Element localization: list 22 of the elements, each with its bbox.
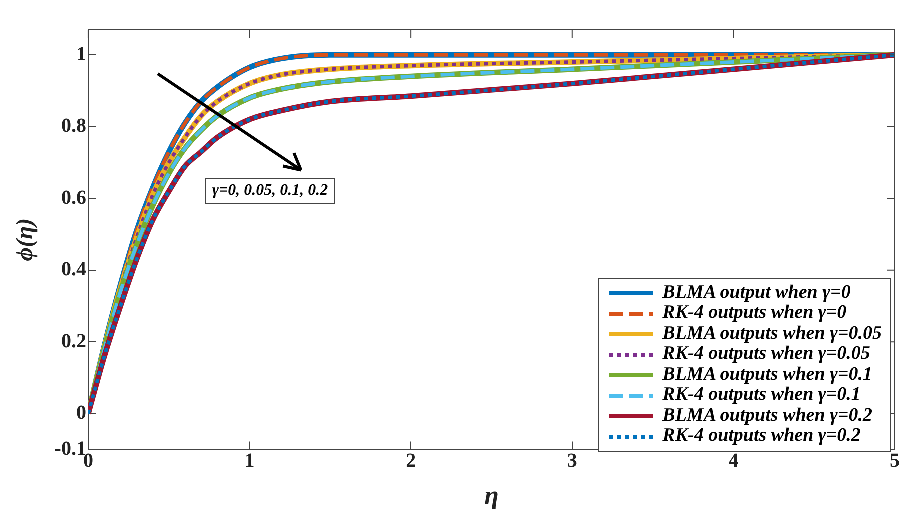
legend-label: RK-4 outputs when γ=0 — [662, 302, 847, 324]
x-tick-label: 1 — [244, 450, 255, 472]
legend-label: BLMA outputs when γ=0.05 — [662, 322, 882, 344]
legend-label: BLMA outputs when γ=0.1 — [662, 364, 872, 386]
annotation: γ=0, 0.05, 0.1, 0.2 — [205, 178, 336, 204]
x-tick-label: 5 — [890, 450, 900, 472]
legend-label: BLMA outputs when γ=0.2 — [662, 404, 872, 426]
x-tick-label: 2 — [406, 450, 416, 472]
y-axis-title: ϕ(η) — [12, 218, 39, 262]
legend-label: RK-4 outputs when γ=0.2 — [662, 425, 861, 447]
x-axis-title: η — [484, 481, 499, 510]
x-tick-label: 4 — [728, 450, 739, 472]
y-tick-label: 0.4 — [61, 258, 86, 281]
x-tick-label: 3 — [567, 450, 578, 472]
y-tick-label: 0.8 — [61, 115, 86, 138]
y-tick-label: 0.6 — [61, 186, 86, 209]
legend-label: BLMA output when γ=0 — [662, 282, 851, 304]
legend-label: RK-4 outputs when γ=0.1 — [662, 384, 861, 406]
y-tick-label: 0.2 — [61, 330, 86, 352]
y-tick-label: 0 — [76, 402, 86, 424]
y-tick-label: 1 — [76, 43, 86, 66]
legend-label: RK-4 outputs when γ=0.05 — [662, 343, 870, 365]
